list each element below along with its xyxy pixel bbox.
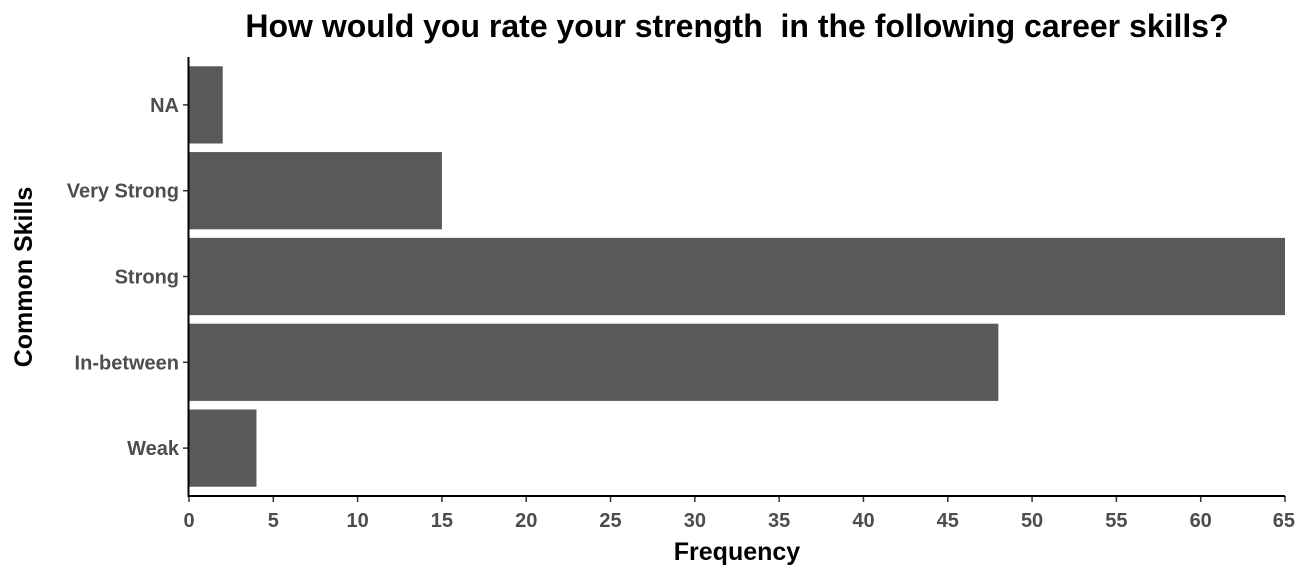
x-tick-label-30: 30 — [684, 510, 706, 532]
x-tick-label-25: 25 — [599, 510, 621, 532]
x-tick-label-50: 50 — [1021, 510, 1043, 532]
x-tick-label-45: 45 — [937, 510, 959, 532]
x-tick-label-40: 40 — [852, 510, 874, 532]
x-tick-label-35: 35 — [768, 510, 790, 532]
bar-na — [189, 66, 223, 144]
y-tick-label-na: NA — [150, 95, 179, 117]
x-tick-label-60: 60 — [1190, 510, 1212, 532]
y-axis-ticks: Weak In-between Strong Very Strong NA — [67, 95, 189, 460]
y-axis-title: Common Skills — [10, 187, 38, 368]
x-tick-label-20: 20 — [515, 510, 537, 532]
bar-very-strong — [189, 152, 442, 230]
y-tick-label-very-strong: Very Strong — [67, 181, 179, 203]
bars-group — [189, 66, 1285, 487]
bar-in-between — [189, 323, 999, 401]
x-tick-label-55: 55 — [1105, 510, 1127, 532]
x-axis-title: Frequency — [674, 538, 801, 566]
y-tick-label-strong: Strong — [115, 267, 179, 289]
bar-strong — [189, 237, 1285, 316]
x-tick-label-15: 15 — [431, 510, 453, 532]
bar-weak — [189, 409, 257, 487]
y-tick-label-weak: Weak — [127, 438, 180, 460]
x-tick-label-10: 10 — [346, 510, 368, 532]
y-tick-label-in-between: In-between — [75, 352, 179, 374]
chart-title: How would you rate your strength in the … — [245, 8, 1228, 44]
x-tick-label-5: 5 — [268, 510, 279, 532]
x-axis-ticks: 0 5 10 15 20 25 30 35 40 45 50 55 60 65 — [183, 496, 1295, 532]
x-tick-label-0: 0 — [183, 510, 194, 532]
x-tick-label-65: 65 — [1273, 510, 1295, 532]
